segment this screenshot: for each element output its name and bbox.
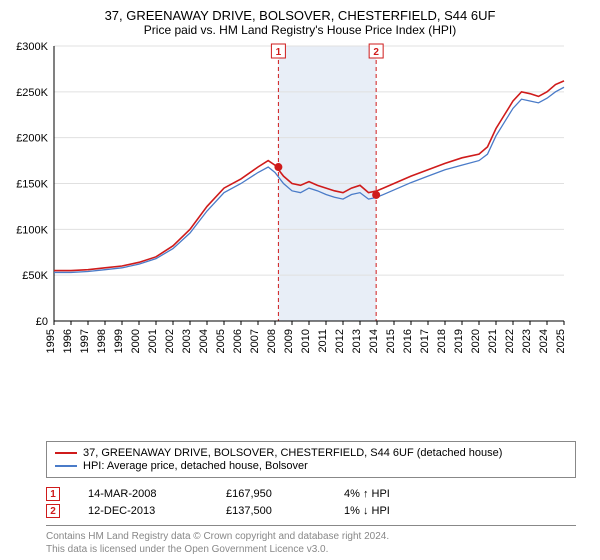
marker-price: £137,500	[226, 505, 316, 517]
svg-text:£0: £0	[36, 316, 48, 328]
svg-text:2017: 2017	[419, 329, 431, 353]
svg-text:2005: 2005	[215, 329, 227, 353]
svg-text:1: 1	[276, 47, 282, 58]
marker-delta: 1% ↓ HPI	[344, 505, 390, 517]
chart-subtitle: Price paid vs. HM Land Registry's House …	[4, 23, 596, 37]
svg-text:£300K: £300K	[16, 41, 48, 53]
footer: Contains HM Land Registry data © Crown c…	[46, 525, 576, 556]
legend-item: HPI: Average price, detached house, Bols…	[55, 460, 567, 472]
svg-text:£100K: £100K	[16, 224, 48, 236]
svg-text:2021: 2021	[487, 329, 499, 353]
marker-row: 2 12-DEC-2013 £137,500 1% ↓ HPI	[46, 504, 576, 518]
svg-text:2023: 2023	[521, 329, 533, 353]
marker-badge: 1	[46, 487, 60, 501]
legend-item: 37, GREENAWAY DRIVE, BOLSOVER, CHESTERFI…	[55, 447, 567, 459]
marker-delta: 4% ↑ HPI	[344, 488, 390, 500]
svg-text:2007: 2007	[249, 329, 261, 353]
marker-badge: 2	[46, 504, 60, 518]
svg-text:1996: 1996	[62, 329, 74, 353]
svg-text:2011: 2011	[317, 329, 329, 353]
footer-line: This data is licensed under the Open Gov…	[46, 543, 576, 556]
svg-text:£250K: £250K	[16, 87, 48, 99]
marker-date: 14-MAR-2008	[88, 488, 198, 500]
svg-text:2010: 2010	[300, 329, 312, 353]
svg-text:2004: 2004	[198, 329, 210, 353]
marker-price: £167,950	[226, 488, 316, 500]
svg-text:1995: 1995	[45, 329, 57, 353]
svg-text:2016: 2016	[402, 329, 414, 353]
svg-text:2014: 2014	[368, 329, 380, 353]
svg-text:2024: 2024	[538, 329, 550, 353]
svg-text:2002: 2002	[164, 329, 176, 353]
svg-text:2012: 2012	[334, 329, 346, 353]
svg-text:2: 2	[373, 47, 379, 58]
chart-area: £0 £50K £100K £150K £200K £250K £300K 1 2 1995 199…	[4, 41, 596, 435]
svg-text:2000: 2000	[130, 329, 142, 353]
svg-text:1997: 1997	[79, 329, 91, 353]
legend-swatch	[55, 465, 77, 467]
svg-text:2025: 2025	[555, 329, 567, 353]
svg-text:£50K: £50K	[22, 270, 48, 282]
svg-text:£150K: £150K	[16, 179, 48, 191]
marker-table: 1 14-MAR-2008 £167,950 4% ↑ HPI 2 12-DEC…	[46, 484, 576, 521]
svg-text:2022: 2022	[504, 329, 516, 353]
footer-divider	[46, 525, 576, 526]
svg-text:1998: 1998	[96, 329, 108, 353]
marker-row: 1 14-MAR-2008 £167,950 4% ↑ HPI	[46, 487, 576, 501]
line-chart: £0 £50K £100K £150K £200K £250K £300K 1 2 1995 199…	[4, 41, 574, 371]
svg-text:1999: 1999	[113, 329, 125, 353]
svg-text:2006: 2006	[232, 329, 244, 353]
svg-text:2003: 2003	[181, 329, 193, 353]
svg-text:2018: 2018	[436, 329, 448, 353]
chart-title: 37, GREENAWAY DRIVE, BOLSOVER, CHESTERFI…	[4, 8, 596, 23]
chart-container: 37, GREENAWAY DRIVE, BOLSOVER, CHESTERFI…	[0, 0, 600, 560]
svg-text:£200K: £200K	[16, 133, 48, 145]
svg-text:2008: 2008	[266, 329, 278, 353]
svg-text:2015: 2015	[385, 329, 397, 353]
footer-line: Contains HM Land Registry data © Crown c…	[46, 530, 576, 543]
legend: 37, GREENAWAY DRIVE, BOLSOVER, CHESTERFI…	[46, 441, 576, 478]
marker-date: 12-DEC-2013	[88, 505, 198, 517]
legend-label: HPI: Average price, detached house, Bols…	[83, 460, 308, 472]
legend-label: 37, GREENAWAY DRIVE, BOLSOVER, CHESTERFI…	[83, 447, 502, 459]
svg-text:2019: 2019	[453, 329, 465, 353]
svg-text:2001: 2001	[147, 329, 159, 353]
svg-text:2009: 2009	[283, 329, 295, 353]
legend-swatch	[55, 452, 77, 454]
svg-text:2020: 2020	[470, 329, 482, 353]
svg-text:2013: 2013	[351, 329, 363, 353]
